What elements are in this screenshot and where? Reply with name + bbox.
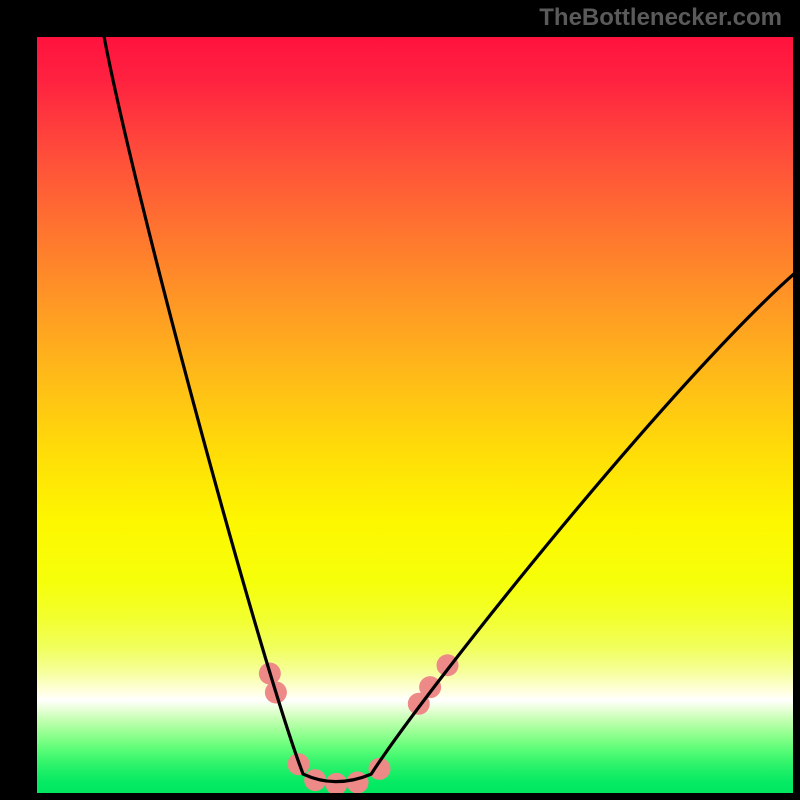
marker-dot <box>347 771 369 793</box>
plot-area <box>37 37 793 793</box>
markers-group <box>259 654 459 793</box>
chart-root: { "canvas": { "width": 800, "height": 80… <box>0 0 800 800</box>
curve-layer <box>37 37 793 793</box>
v-curve <box>102 37 793 782</box>
watermark-text: TheBottlenecker.com <box>539 4 782 32</box>
